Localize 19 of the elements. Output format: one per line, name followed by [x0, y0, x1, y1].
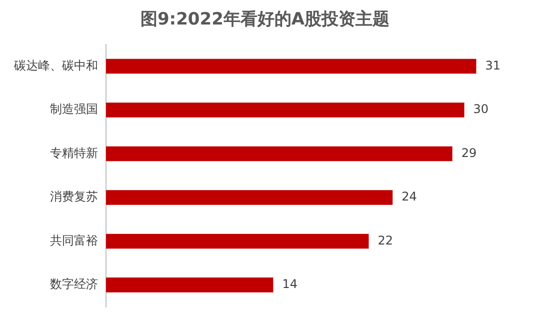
y-tick-label: 数字经济 [50, 277, 98, 292]
bar [106, 278, 274, 292]
y-tick-label: 共同富裕 [50, 233, 98, 248]
data-label: 22 [378, 233, 394, 248]
bar [106, 102, 464, 118]
y-tick-label: 碳达峰、碳中和 [13, 58, 98, 72]
y-tick-label: 消费复苏 [50, 190, 98, 204]
data-label: 14 [282, 277, 298, 292]
data-label: 29 [461, 146, 477, 160]
data-label: 24 [402, 190, 417, 204]
data-label: 31 [485, 58, 501, 72]
y-tick-label: 制造强国 [50, 102, 98, 116]
chart-title: 图9:2022年看好的A股投资主题 [140, 10, 390, 30]
data-label: 30 [473, 102, 489, 116]
bar [106, 234, 369, 249]
bar [106, 190, 393, 205]
y-tick-label: 专精特新 [50, 146, 98, 160]
bar [106, 146, 452, 162]
bar [106, 58, 476, 74]
